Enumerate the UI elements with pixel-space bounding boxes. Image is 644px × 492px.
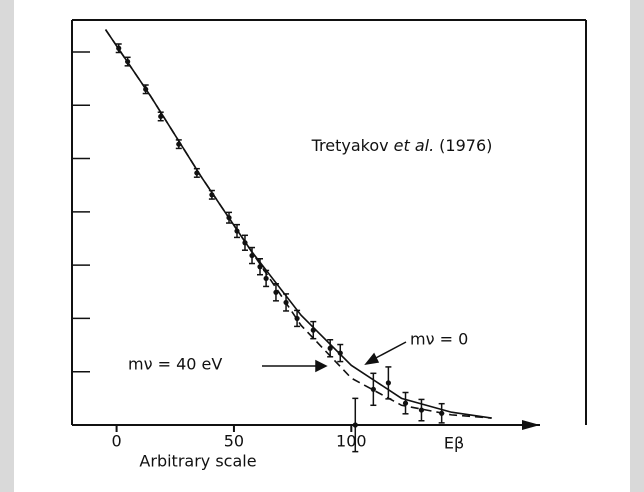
point [242, 240, 248, 246]
x-tick-label: 50 [224, 432, 244, 451]
series-label: mν = 0 [410, 330, 468, 349]
point [158, 113, 164, 120]
point [116, 45, 122, 51]
series-label: mν = 40 eV [128, 355, 222, 374]
frame [71, 19, 587, 426]
point [385, 380, 391, 386]
x-tick-label: 0 [111, 432, 121, 451]
chart-title: Tretyakov et al. (1976) [311, 136, 493, 155]
point [294, 315, 300, 322]
annotation-arrows [262, 341, 407, 373]
curve [104, 29, 492, 419]
point [176, 141, 182, 147]
axis-arrow [522, 420, 540, 430]
point [439, 410, 445, 416]
x-tick-label: 100 [336, 432, 367, 451]
title-part: et al. [394, 136, 435, 155]
point [143, 86, 149, 92]
point [273, 289, 279, 295]
title-part: (1976) [439, 136, 492, 155]
point [125, 58, 131, 65]
point [249, 252, 255, 259]
point [283, 299, 289, 306]
point [263, 275, 269, 282]
point [226, 215, 232, 221]
point [209, 192, 215, 198]
point [194, 170, 200, 176]
x-axis-label: Arbitrary scale [139, 452, 256, 471]
point [257, 264, 263, 270]
x-end-label: Eβ [444, 434, 464, 453]
point [337, 350, 343, 356]
point [310, 327, 316, 333]
point [352, 422, 358, 428]
point [418, 407, 425, 413]
point [234, 228, 240, 234]
title-part: Tretyakov [311, 136, 389, 155]
point [327, 345, 333, 351]
panel [14, 0, 630, 492]
point [370, 386, 376, 392]
point [402, 400, 409, 406]
